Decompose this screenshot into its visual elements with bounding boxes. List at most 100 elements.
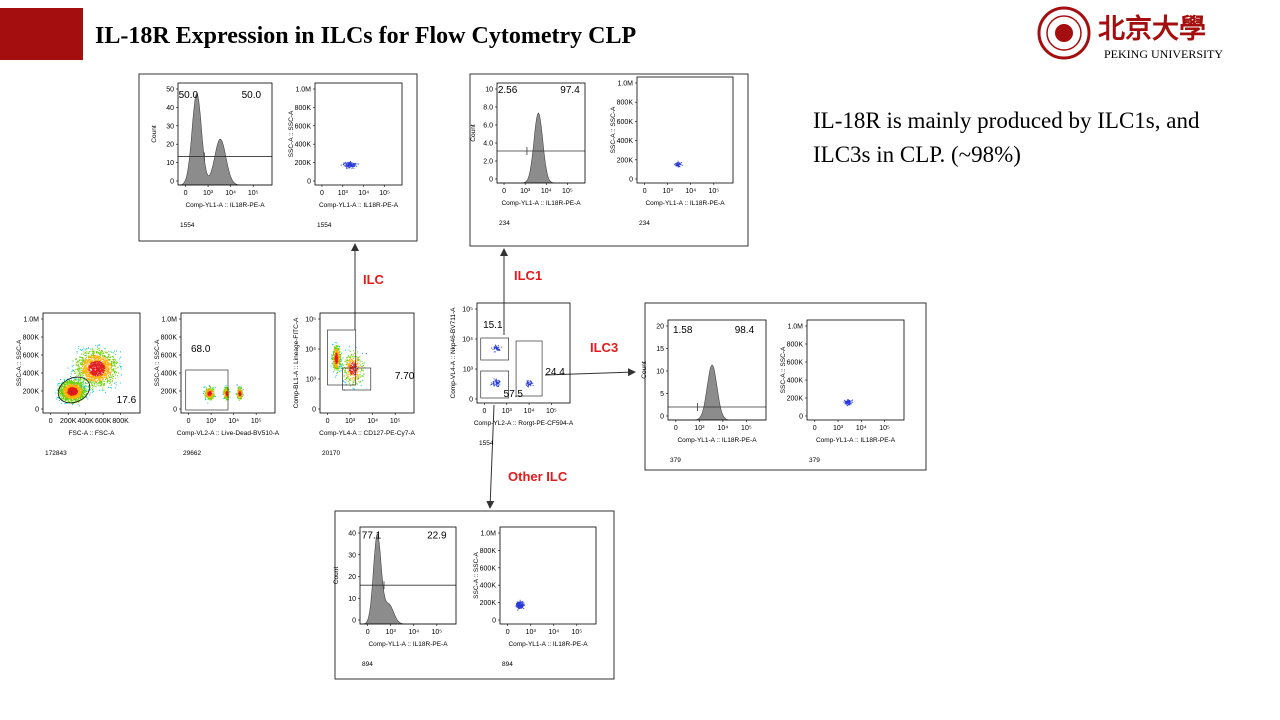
- event-dot: [108, 375, 110, 377]
- event-dot: [105, 365, 107, 367]
- event-dot: [105, 375, 107, 377]
- event-dot: [92, 350, 94, 352]
- event-dot: [67, 378, 69, 380]
- x-axis-label: Comp-VL2-A :: Live-Dead-BV510-A: [177, 430, 280, 437]
- event-dot: [71, 377, 73, 379]
- event-dot: [97, 351, 99, 353]
- event-dot: [80, 374, 82, 376]
- event-dot: [76, 374, 78, 376]
- event-dot: [82, 353, 84, 355]
- event-dot: [224, 392, 226, 394]
- event-dot: [239, 391, 241, 393]
- event-dot: [82, 378, 84, 380]
- event-dot: [109, 372, 111, 374]
- event-dot: [116, 375, 118, 377]
- event-dot: [227, 388, 229, 390]
- x-tick-label: 0: [326, 418, 330, 425]
- event-dot: [63, 385, 65, 387]
- event-dot: [242, 388, 244, 390]
- event-dot: [347, 356, 349, 358]
- event-dot: [68, 393, 70, 395]
- event-dot: [355, 346, 357, 348]
- event-dot: [59, 388, 61, 390]
- event-dot: [339, 353, 341, 355]
- event-dot: [110, 367, 112, 369]
- event-dot: [76, 395, 78, 397]
- event-dot: [240, 393, 242, 395]
- event-dot: [240, 390, 242, 392]
- event-dot: [75, 378, 77, 380]
- event-dot: [330, 365, 332, 367]
- event-dot: [81, 360, 83, 362]
- event-dot: [101, 377, 103, 379]
- event-dot: [679, 162, 681, 164]
- event-dot: [224, 394, 226, 396]
- y-tick-label: 400K: [23, 371, 40, 378]
- event-dot: [531, 383, 533, 385]
- event-dot: [347, 377, 349, 379]
- event-dot: [79, 394, 81, 396]
- event-dot: [239, 389, 241, 391]
- event-dot: [227, 393, 229, 395]
- event-dot: [352, 367, 354, 369]
- event-dot: [73, 381, 75, 383]
- event-dot: [79, 374, 81, 376]
- event-dot: [99, 370, 101, 372]
- event-dot: [71, 393, 73, 395]
- event-dot: [66, 399, 68, 401]
- event-dot: [70, 398, 72, 400]
- event-dot: [360, 380, 362, 382]
- event-dot: [70, 393, 72, 395]
- event-dot: [347, 368, 349, 370]
- event-dot: [100, 352, 102, 354]
- event-dot: [81, 396, 83, 398]
- event-dot: [76, 400, 78, 402]
- event-dot: [679, 163, 681, 165]
- event-dot: [91, 357, 93, 359]
- event-dot: [349, 363, 351, 365]
- event-dot: [80, 362, 82, 364]
- event-dot: [95, 381, 97, 383]
- event-dot: [494, 351, 496, 353]
- event-dot: [336, 351, 338, 353]
- event-dot: [519, 605, 521, 607]
- event-dot: [333, 359, 335, 361]
- event-dot: [112, 356, 114, 358]
- event-dot: [224, 390, 226, 392]
- gate-percent: 77.1: [362, 531, 382, 542]
- event-dot: [103, 363, 105, 365]
- event-dot: [80, 391, 82, 393]
- event-dot: [98, 365, 100, 367]
- arrow-label: ILC: [363, 272, 385, 287]
- event-dot: [108, 354, 110, 356]
- event-dot: [69, 384, 71, 386]
- event-dot: [104, 374, 106, 376]
- event-dot: [337, 361, 339, 363]
- event-dot: [92, 378, 94, 380]
- event-dot: [352, 381, 354, 383]
- event-dot: [112, 362, 114, 364]
- event-dot: [62, 383, 64, 385]
- event-dot: [84, 394, 86, 396]
- event-dot: [496, 383, 498, 385]
- event-dot: [80, 381, 82, 383]
- event-dot: [338, 351, 340, 353]
- event-dot: [58, 385, 60, 387]
- event-dot: [226, 398, 228, 400]
- event-dot: [88, 356, 90, 358]
- event-dot: [223, 398, 225, 400]
- event-dot: [349, 164, 351, 166]
- event-dot: [349, 166, 351, 168]
- event-dot: [108, 367, 110, 369]
- event-dot: [522, 603, 524, 605]
- event-dot: [71, 385, 73, 387]
- event-dot: [205, 398, 207, 400]
- event-dot: [353, 369, 355, 371]
- event-dot: [103, 366, 105, 368]
- event-dot: [349, 372, 351, 374]
- event-dot: [525, 383, 527, 385]
- event-dot: [72, 399, 74, 401]
- x-tick-label: 0: [49, 418, 53, 425]
- event-dot: [104, 357, 106, 359]
- event-dot: [83, 366, 85, 368]
